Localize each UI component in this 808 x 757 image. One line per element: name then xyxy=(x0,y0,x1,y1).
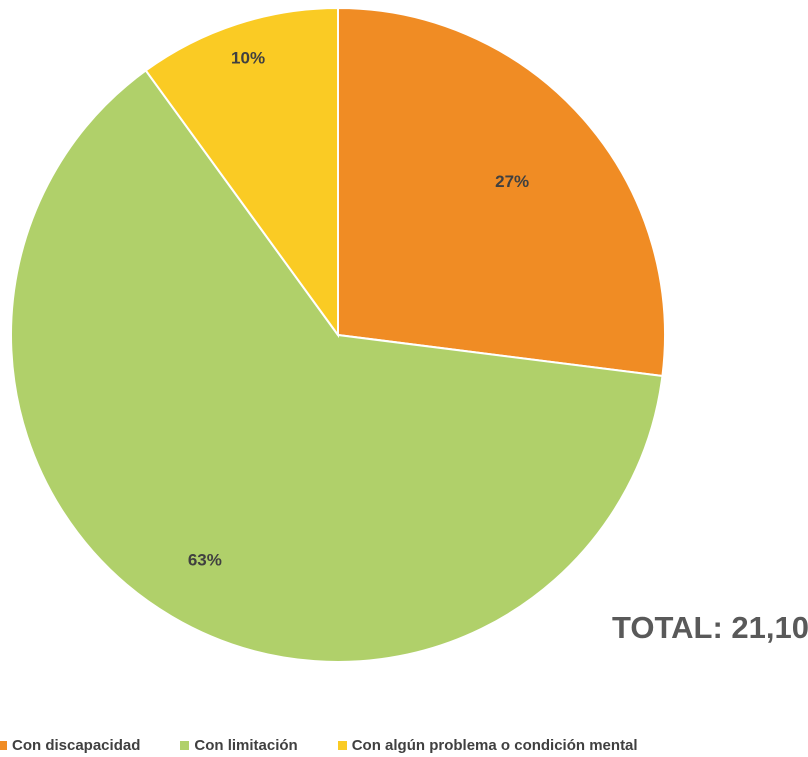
legend-swatch xyxy=(180,740,190,750)
pie-data-label: 27% xyxy=(495,172,529,191)
legend-label: Con discapacidad xyxy=(12,736,141,754)
legend-swatch xyxy=(337,740,347,750)
legend-label: Con limitación xyxy=(194,736,298,754)
legend-swatch xyxy=(0,740,7,750)
pie-slice xyxy=(337,6,666,378)
legend-item-con-limitacion: Con limitación xyxy=(180,736,298,754)
pie-data-labels: 27% 63% 10% xyxy=(188,49,529,570)
total-label: TOTAL: 21,105 xyxy=(612,610,808,645)
legend: Con discapacidad Con limitación Con algú… xyxy=(0,735,678,755)
legend-label: Con algún problema o condición mental xyxy=(351,736,638,754)
legend-item-problema-mental: Con algún problema o condición mental xyxy=(337,736,638,754)
pie-slice xyxy=(10,69,664,663)
pie-data-label: 63% xyxy=(188,551,222,570)
pie-data-label: 10% xyxy=(231,49,265,68)
pie-slices xyxy=(10,6,666,663)
legend-item-con-discapacidad: Con discapacidad xyxy=(0,737,140,754)
pie-slice xyxy=(144,6,339,339)
